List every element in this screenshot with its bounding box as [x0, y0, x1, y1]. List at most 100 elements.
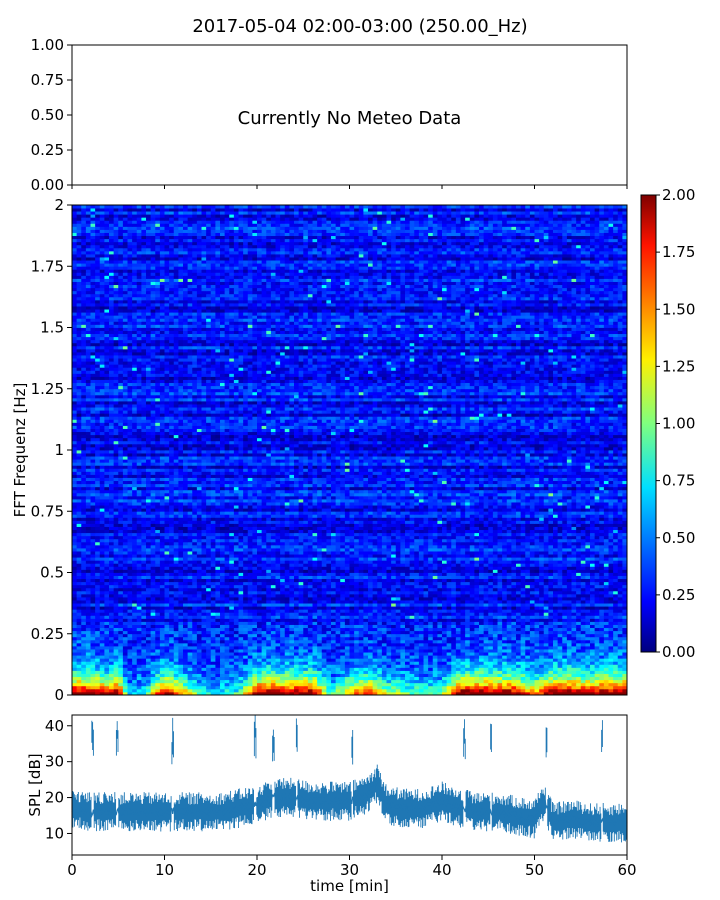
spectrogram-cell — [284, 587, 290, 592]
spectrogram-cell — [372, 609, 378, 613]
spectrogram-cell — [335, 667, 341, 671]
spectrogram-cell — [594, 624, 600, 629]
spectrogram-cell — [617, 624, 623, 629]
spectrogram-cell — [437, 673, 443, 678]
spectrogram-cell — [206, 606, 212, 610]
spectrogram-cell — [479, 670, 485, 674]
spectrogram-cell — [257, 612, 263, 616]
spectrogram-cell — [479, 593, 485, 598]
spectrogram-cell — [206, 578, 212, 583]
spectrogram-cell — [414, 572, 420, 576]
spectrogram-cell — [169, 655, 175, 659]
spectrogram-cell — [409, 587, 415, 592]
spectrogram-cell — [520, 682, 526, 687]
spectrogram-cell — [613, 646, 619, 650]
spectrogram-cell — [136, 575, 142, 580]
spectrogram-cell — [243, 572, 249, 576]
spectrogram-cell — [294, 646, 300, 650]
spectrogram-cell — [247, 682, 253, 687]
spectrogram-cell — [516, 676, 522, 681]
spectrogram-cell — [432, 670, 438, 674]
spectrogram-cell — [183, 673, 189, 678]
spectrogram-cell — [358, 587, 364, 592]
spectrogram-cell — [344, 682, 350, 687]
spectrogram-cell — [432, 658, 438, 662]
spectrogram-cell — [284, 630, 290, 635]
spectrogram-cell — [85, 664, 91, 668]
spectrogram-cell — [76, 688, 82, 693]
spectrogram-cell — [395, 679, 401, 684]
spectrogram-cell — [502, 661, 508, 665]
spectrogram-cell — [622, 612, 628, 616]
spectrogram-cell — [224, 682, 230, 687]
spectrogram-cell — [122, 590, 128, 595]
spectrogram-cell — [243, 676, 249, 681]
spectrogram-cell — [243, 609, 249, 613]
spectrogram-cell — [516, 627, 522, 632]
spectrogram-cell — [391, 612, 397, 616]
spectrogram-cell — [284, 639, 290, 644]
spectrogram-cell — [294, 590, 300, 595]
spectrogram-cell — [377, 633, 383, 638]
spectrogram-cell — [72, 673, 78, 678]
spectrogram-cell — [548, 658, 554, 662]
spectrogram-cell — [270, 642, 276, 647]
spectrogram-cell — [90, 627, 96, 632]
spectrogram-cell — [557, 584, 563, 589]
spectrogram-cell — [497, 624, 503, 629]
spectrogram-cell — [428, 667, 434, 671]
spectrogram-cell — [516, 578, 522, 583]
spectrogram-cell — [118, 575, 124, 580]
spectrogram-cell — [275, 673, 281, 678]
spectrogram-cell — [173, 633, 179, 638]
spectrogram-cell — [525, 652, 531, 656]
spectrogram-cell — [335, 627, 341, 632]
spectrogram-cell — [294, 627, 300, 632]
spectrogram-cell — [395, 652, 401, 656]
spectrogram-cell — [317, 624, 323, 629]
spectrogram-cell — [261, 606, 267, 610]
spectrogram-cell — [164, 667, 170, 671]
spectrogram-cell — [409, 646, 415, 650]
spectrogram-cell — [344, 593, 350, 598]
spectrogram-cell — [270, 581, 276, 586]
spectrogram-cell — [321, 597, 327, 601]
spectrogram-cell — [358, 682, 364, 687]
spectrogram-cell — [210, 642, 216, 647]
spectrogram-cell — [164, 673, 170, 678]
spectrogram-cell — [414, 630, 420, 635]
spectrogram-cell — [95, 575, 101, 580]
spectrogram-cell — [173, 597, 179, 601]
spectrogram-cell — [497, 584, 503, 589]
spectrogram-cell — [238, 609, 244, 613]
spectrogram-cell — [307, 615, 313, 619]
spectrogram-cell — [483, 612, 489, 616]
spectrogram-cell — [238, 649, 244, 653]
spectrogram-cell — [506, 636, 512, 641]
spectrogram-cell — [497, 633, 503, 638]
spectrogram-cell — [381, 593, 387, 598]
spectrogram-cell — [428, 575, 434, 580]
spectrogram-cell — [622, 679, 628, 684]
spectrogram-cell — [220, 642, 226, 647]
spectrogram-cell — [368, 691, 374, 696]
spectrogram-cell — [307, 676, 313, 681]
spectrogram-cell — [432, 612, 438, 616]
spectrogram-cell — [395, 691, 401, 696]
spectrogram-cell — [335, 685, 341, 690]
spectrogram-cell — [437, 609, 443, 613]
spectrogram-cell — [418, 670, 424, 674]
spectrogram-cell — [377, 624, 383, 629]
spectrogram-cell — [326, 584, 332, 589]
spectrogram-cell — [553, 618, 559, 622]
spectrogram-cell — [613, 597, 619, 601]
spectrogram-cell — [506, 572, 512, 576]
spectrogram-cell — [377, 587, 383, 592]
spectrogram-cell — [224, 646, 230, 650]
spectrogram-cell — [252, 621, 258, 625]
spectrogram-cell — [571, 578, 577, 583]
spectrogram-cell — [201, 600, 207, 604]
spectrogram-cell — [280, 664, 286, 668]
spectrogram-cell — [414, 603, 420, 607]
spectrogram-cell — [307, 649, 313, 653]
